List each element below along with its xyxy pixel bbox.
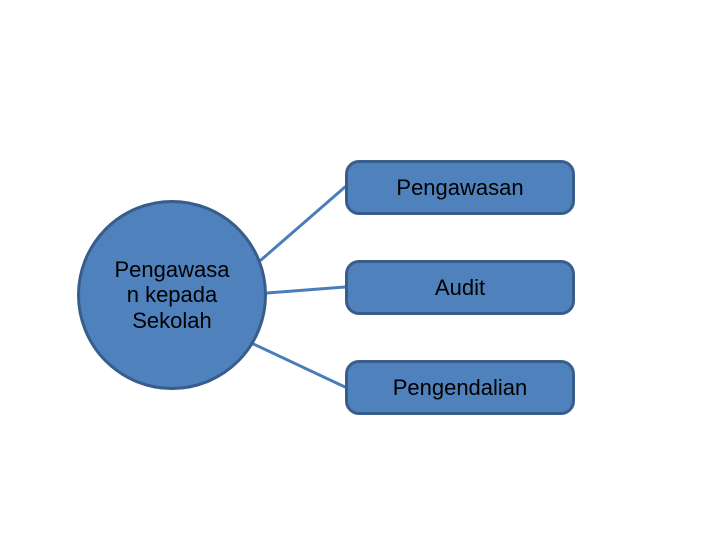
root-node-label: Pengawasa n kepada Sekolah (115, 257, 230, 333)
child-node-pengawasan: Pengawasan (345, 160, 575, 215)
root-node: Pengawasa n kepada Sekolah (77, 200, 267, 390)
edge (245, 340, 345, 387)
root-line-2: n kepada (127, 282, 218, 307)
edge (261, 187, 345, 260)
root-line-3: Sekolah (132, 308, 212, 333)
child-label: Audit (435, 275, 485, 301)
child-node-audit: Audit (345, 260, 575, 315)
edge (267, 287, 345, 293)
root-line-1: Pengawasa (115, 257, 230, 282)
child-node-pengendalian: Pengendalian (345, 360, 575, 415)
child-label: Pengendalian (393, 375, 528, 401)
child-label: Pengawasan (396, 175, 523, 201)
diagram-canvas: Pengawasa n kepada Sekolah Pengawasan Au… (0, 0, 720, 540)
